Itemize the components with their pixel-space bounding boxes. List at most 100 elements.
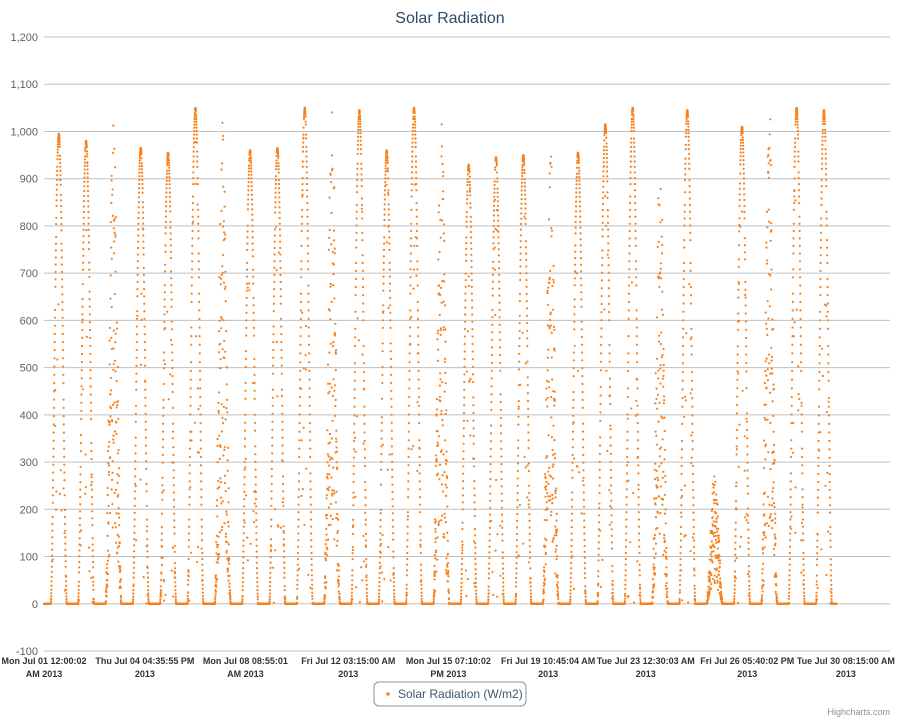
data-point (116, 403, 119, 407)
data-point (164, 232, 167, 235)
data-point (200, 488, 203, 491)
data-point (222, 281, 226, 284)
data-point (411, 126, 414, 129)
data-point (114, 235, 117, 238)
data-point (251, 224, 254, 227)
data-point (170, 277, 173, 280)
data-point (465, 220, 468, 223)
data-point (301, 488, 304, 491)
data-point (278, 187, 281, 190)
data-point (220, 273, 223, 276)
data-point (138, 155, 142, 158)
data-point (489, 485, 492, 488)
data-point (383, 242, 386, 245)
data-point (268, 600, 271, 603)
data-point (256, 576, 259, 579)
data-point (331, 517, 334, 521)
data-point (474, 552, 477, 555)
data-point (252, 334, 256, 337)
data-point (436, 472, 439, 475)
data-point (140, 292, 143, 295)
data-point (441, 175, 445, 178)
data-point (90, 442, 93, 445)
data-point (256, 598, 259, 601)
data-point (168, 187, 171, 190)
data-point (417, 404, 421, 407)
data-point (332, 263, 335, 266)
data-point (147, 585, 150, 588)
data-point (352, 491, 355, 494)
data-point (173, 561, 176, 565)
data-point (327, 464, 331, 467)
data-point (434, 540, 437, 544)
data-point (474, 568, 477, 571)
data-point (131, 601, 134, 605)
data-point (255, 550, 258, 553)
data-point (61, 316, 64, 319)
data-point (439, 333, 442, 336)
data-point (80, 385, 83, 388)
data-point (219, 342, 222, 345)
data-point (408, 387, 411, 390)
data-point (199, 464, 203, 467)
data-point (330, 211, 333, 215)
data-point (56, 154, 59, 157)
data-point (323, 600, 326, 604)
data-point (411, 129, 414, 133)
data-point (187, 583, 190, 586)
data-point (215, 499, 219, 502)
data-point (135, 325, 139, 328)
data-point (55, 508, 58, 511)
data-point (300, 387, 303, 390)
data-point (489, 432, 493, 435)
data-point (501, 513, 504, 516)
data-point (365, 579, 368, 582)
data-point (245, 304, 248, 307)
data-point (355, 210, 358, 213)
data-point (268, 592, 271, 595)
data-point (360, 207, 363, 210)
data-point (87, 216, 90, 219)
data-point (392, 573, 395, 576)
data-point (473, 528, 477, 531)
data-point (352, 448, 356, 451)
data-point (255, 512, 258, 515)
data-point (410, 171, 414, 174)
data-point (277, 182, 281, 186)
data-point (55, 223, 58, 226)
data-point (89, 393, 92, 396)
data-point (440, 409, 443, 413)
data-point (443, 471, 446, 474)
data-point (437, 523, 440, 527)
data-point (355, 239, 358, 242)
data-point (309, 511, 312, 514)
data-point (378, 576, 381, 579)
data-point (89, 344, 92, 347)
data-point (88, 546, 91, 549)
data-point (217, 409, 220, 412)
data-point (55, 204, 58, 208)
data-point (133, 531, 136, 535)
data-point (465, 253, 468, 256)
data-point (251, 242, 254, 245)
data-point (192, 220, 195, 223)
data-point (196, 160, 199, 163)
data-point (197, 260, 200, 263)
data-point (435, 414, 438, 417)
data-point (283, 550, 286, 553)
data-point (84, 150, 87, 153)
data-point (437, 258, 440, 261)
data-point (413, 117, 416, 121)
data-point (466, 194, 469, 197)
data-point (63, 515, 67, 519)
data-point (171, 375, 174, 378)
data-point (388, 236, 391, 239)
data-point (498, 308, 501, 312)
data-point (471, 342, 474, 346)
data-point (474, 572, 477, 576)
data-point (255, 505, 258, 508)
data-point (166, 310, 169, 313)
data-point (282, 525, 285, 528)
data-point (361, 210, 364, 213)
data-point (386, 468, 389, 471)
